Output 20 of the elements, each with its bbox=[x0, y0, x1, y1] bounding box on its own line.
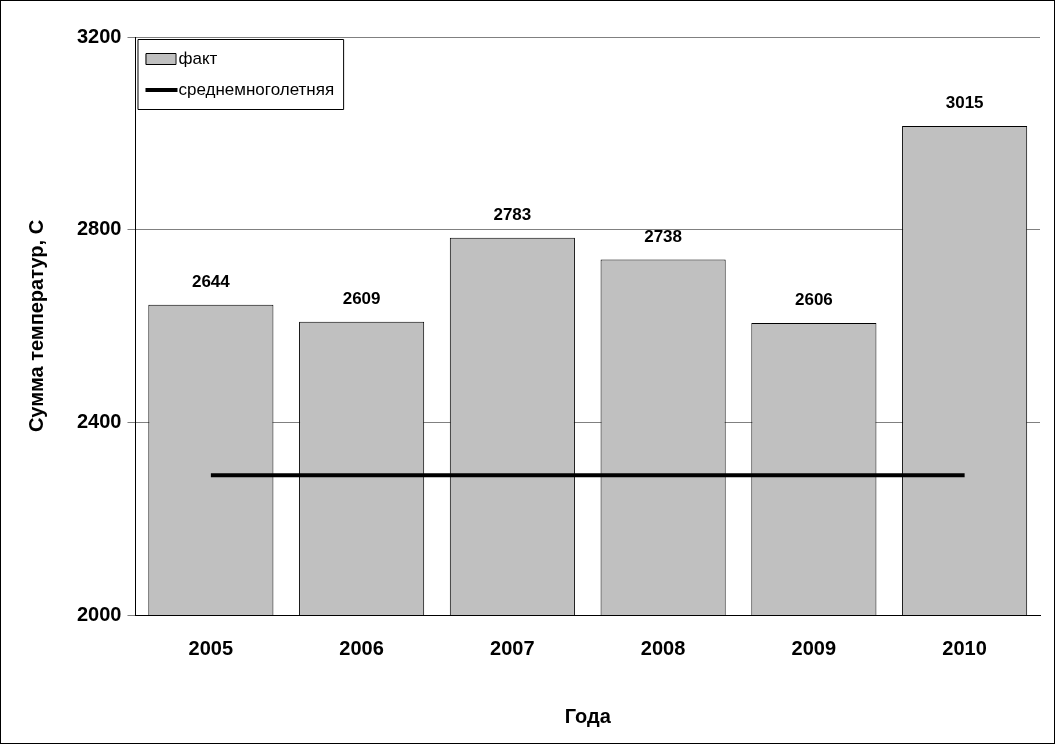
x-tick-label: 2008 bbox=[640, 636, 686, 659]
y-axis-title: Сумма температур, С bbox=[24, 219, 47, 433]
y-tick-label: 2400 bbox=[76, 409, 122, 432]
x-axis-title: Года bbox=[564, 704, 612, 727]
data-label: 2644 bbox=[191, 271, 231, 291]
y-tick-label: 2800 bbox=[76, 217, 122, 240]
legend-label: факт bbox=[178, 48, 218, 68]
legend-label: среднемноголетняя bbox=[178, 79, 335, 99]
x-tick-label: 2009 bbox=[791, 636, 837, 659]
data-label: 3015 bbox=[945, 93, 984, 113]
x-tick-label: 2010 bbox=[942, 636, 987, 659]
y-tick-label: 3200 bbox=[76, 24, 122, 47]
x-tick-label: 2005 bbox=[188, 636, 234, 659]
data-label: 2606 bbox=[794, 290, 833, 310]
x-tick-label: 2007 bbox=[490, 636, 535, 659]
data-label: 2783 bbox=[493, 205, 532, 225]
data-label: 2609 bbox=[342, 288, 381, 308]
data-label: 2738 bbox=[644, 226, 683, 246]
x-tick-label: 2006 bbox=[339, 636, 384, 659]
y-tick-label: 2000 bbox=[76, 602, 122, 625]
